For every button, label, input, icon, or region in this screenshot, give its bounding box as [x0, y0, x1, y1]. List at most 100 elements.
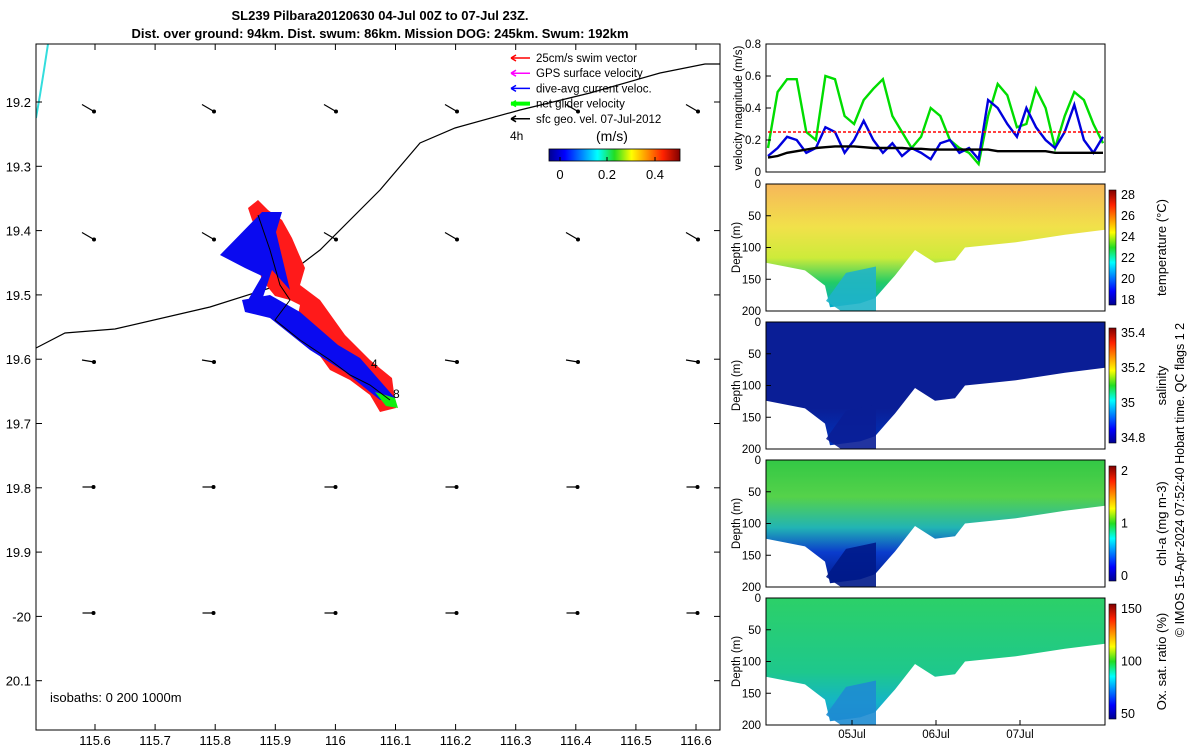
section-colorbar-tick: 35.4: [1121, 326, 1145, 340]
legend-label: 25cm/s swim vector: [536, 53, 637, 65]
map-panel: 19.219.319.419.519.619.719.819.9-2020.1 …: [6, 43, 721, 748]
section-y-tick-label: 200: [742, 444, 761, 456]
net-velocity-green: [375, 392, 398, 408]
colorbar-unit: (m/s): [596, 128, 628, 144]
section-y-tick-label: 200: [742, 582, 761, 594]
geo-velocity-arrow: [444, 359, 459, 364]
geo-velocity-arrow: [566, 611, 580, 615]
geo-velocity-arrow: [565, 231, 580, 242]
map-x-tick-label: 116.1: [380, 733, 412, 748]
section-y-tick-label: 0: [755, 593, 761, 605]
velocity-y-tick-label: 0.2: [745, 135, 761, 147]
map-x-tick-label: 116: [325, 733, 346, 748]
map-y-tick-label: 19.8: [6, 481, 31, 496]
section-colorbar-tick: 26: [1121, 209, 1135, 223]
section-y-tick-label: 100: [742, 657, 761, 669]
section-deep-water: [826, 542, 876, 587]
map-x-tick-label: 115.9: [260, 733, 292, 748]
glider-path: [257, 214, 391, 401]
section-colorbar-label: Ox. sat. ratio (%): [1154, 613, 1169, 711]
map-x-tick-label: 115.8: [199, 733, 231, 748]
geo-velocity-arrow: [201, 359, 216, 364]
section-colorbar-tick: 18: [1121, 293, 1135, 307]
colorbar-tick-label: 0: [556, 167, 563, 182]
current-velocity-blue: [220, 212, 395, 400]
velocity-ylabel: velocity magnitude (m/s): [733, 46, 745, 171]
map-legend: 25cm/s swim vector GPS surface velocity di…: [510, 53, 661, 126]
map-x-tick-label: 115.7: [139, 733, 171, 748]
section-colorbar: [1108, 603, 1117, 720]
section-colorbar-label: temperature (°C): [1154, 199, 1169, 296]
section-ylabel: Depth (m): [731, 222, 743, 273]
colorbar-tick-label: 0.2: [598, 167, 616, 182]
map-y-ticks: 19.2 19.3 19.4 19.5 19.6 19.7 19.8 19.9 -20 20.1: [6, 95, 720, 689]
velocity-series-line: [767, 145, 1103, 159]
section-y-tick-label: 200: [742, 720, 761, 732]
map-y-tick-label: 19.7: [6, 417, 31, 432]
legend-label: dive-avg current veloc.: [536, 83, 652, 95]
geo-velocity-arrow: [685, 103, 700, 114]
speed-colorbar: [548, 148, 681, 162]
section-y-tick-label: 0: [755, 179, 761, 191]
isobaths-label: isobaths: 0 200 1000m: [50, 690, 182, 705]
geo-velocity-arrow: [202, 485, 216, 489]
section-colorbar-tick: 100: [1121, 655, 1142, 669]
geo-velocity-arrow: [82, 611, 96, 615]
legend-label: GPS surface velocity: [536, 68, 643, 80]
section-y-tick-label: 200: [742, 306, 761, 318]
map-y-tick-label: 19.2: [6, 95, 31, 110]
section-colorbar-tick: 35.2: [1121, 361, 1145, 375]
section-y-tick-label: 50: [748, 211, 761, 223]
velocity-y-tick-label: 0.8: [745, 39, 761, 51]
section-panel: 0 50 100 150 200 Depth (m) 28 26 24 22 20 18 tempera…: [731, 179, 1169, 318]
glider-track: [220, 200, 398, 412]
section-x-tick-label: 06Jul: [922, 729, 950, 741]
speed-colorbar-ticks: 0 0.2 0.4: [556, 157, 664, 182]
geo-velocity-arrow: [201, 103, 216, 114]
geo-velocity-arrow: [565, 359, 580, 364]
map-x-tick-label: 115.6: [79, 733, 111, 748]
marker-label-8: 8: [393, 387, 400, 401]
section-y-tick-label: 50: [748, 625, 761, 637]
section-y-tick-label: 50: [748, 487, 761, 499]
colorbar-tick-label: 0.4: [646, 167, 664, 182]
legend-label: net glider velocity: [536, 99, 625, 111]
map-y-tick-label: 19.5: [6, 288, 31, 303]
velocity-series: [766, 74, 1105, 167]
map-y-tick-label: 19.9: [6, 545, 31, 560]
section-y-tick-label: 0: [755, 317, 761, 329]
velocity-y-tick-label: 0: [755, 167, 761, 179]
map-y-tick-label: 19.4: [6, 224, 31, 239]
geo-velocity-arrow: [324, 485, 338, 489]
sfc-geo-velocity-arrows: [81, 103, 700, 615]
geo-velocity-arrow: [323, 103, 338, 114]
map-x-tick-label: 116.5: [620, 733, 652, 748]
section-y-tick-label: 0: [755, 455, 761, 467]
section-colorbar-label: chl-a (mg m-3): [1154, 481, 1169, 566]
map-x-ticks: 115.6 115.7 115.8 115.9 116 116.1 116.2 116.3 11…: [79, 44, 712, 748]
section-colorbar-tick: 150: [1121, 602, 1142, 616]
geo-velocity-arrow: [565, 103, 580, 114]
geo-velocity-arrow: [444, 231, 459, 242]
section-colorbar-tick: 35: [1121, 396, 1135, 410]
chart-title-line2: Dist. over ground: 94km. Dist. swum: 86k…: [131, 26, 629, 41]
legend-arrowhead: [510, 84, 517, 93]
coastline-isobath: [36, 44, 49, 119]
section-x-tick-label: 07Jul: [1006, 729, 1034, 741]
velocity-panel: 0 0.2 0.4 0.6 0.8 velocity magnitude (m/s): [733, 39, 1106, 179]
geo-velocity-arrow: [81, 359, 96, 364]
section-colorbar-tick: 2: [1121, 464, 1128, 478]
section-y-tick-label: 150: [742, 688, 761, 700]
geo-velocity-arrow: [685, 359, 700, 364]
section-colorbar-tick: 22: [1121, 251, 1135, 265]
geo-velocity-arrow: [323, 231, 338, 242]
velocity-y-tick-label: 0.6: [745, 71, 761, 83]
section-ylabel: Depth (m): [731, 636, 743, 687]
section-colorbar-tick: 28: [1121, 188, 1135, 202]
section-y-tick-label: 150: [742, 412, 761, 424]
geo-velocity-arrow: [81, 231, 96, 242]
velocity-series-line: [766, 74, 1105, 167]
